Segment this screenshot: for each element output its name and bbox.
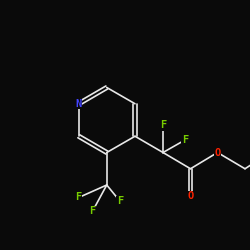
Text: F: F	[182, 135, 188, 145]
Text: N: N	[76, 99, 82, 109]
Text: O: O	[188, 191, 194, 201]
Text: F: F	[76, 192, 82, 202]
Text: O: O	[214, 148, 221, 158]
Text: F: F	[160, 120, 166, 130]
Text: F: F	[90, 206, 96, 216]
Text: F: F	[117, 196, 123, 206]
